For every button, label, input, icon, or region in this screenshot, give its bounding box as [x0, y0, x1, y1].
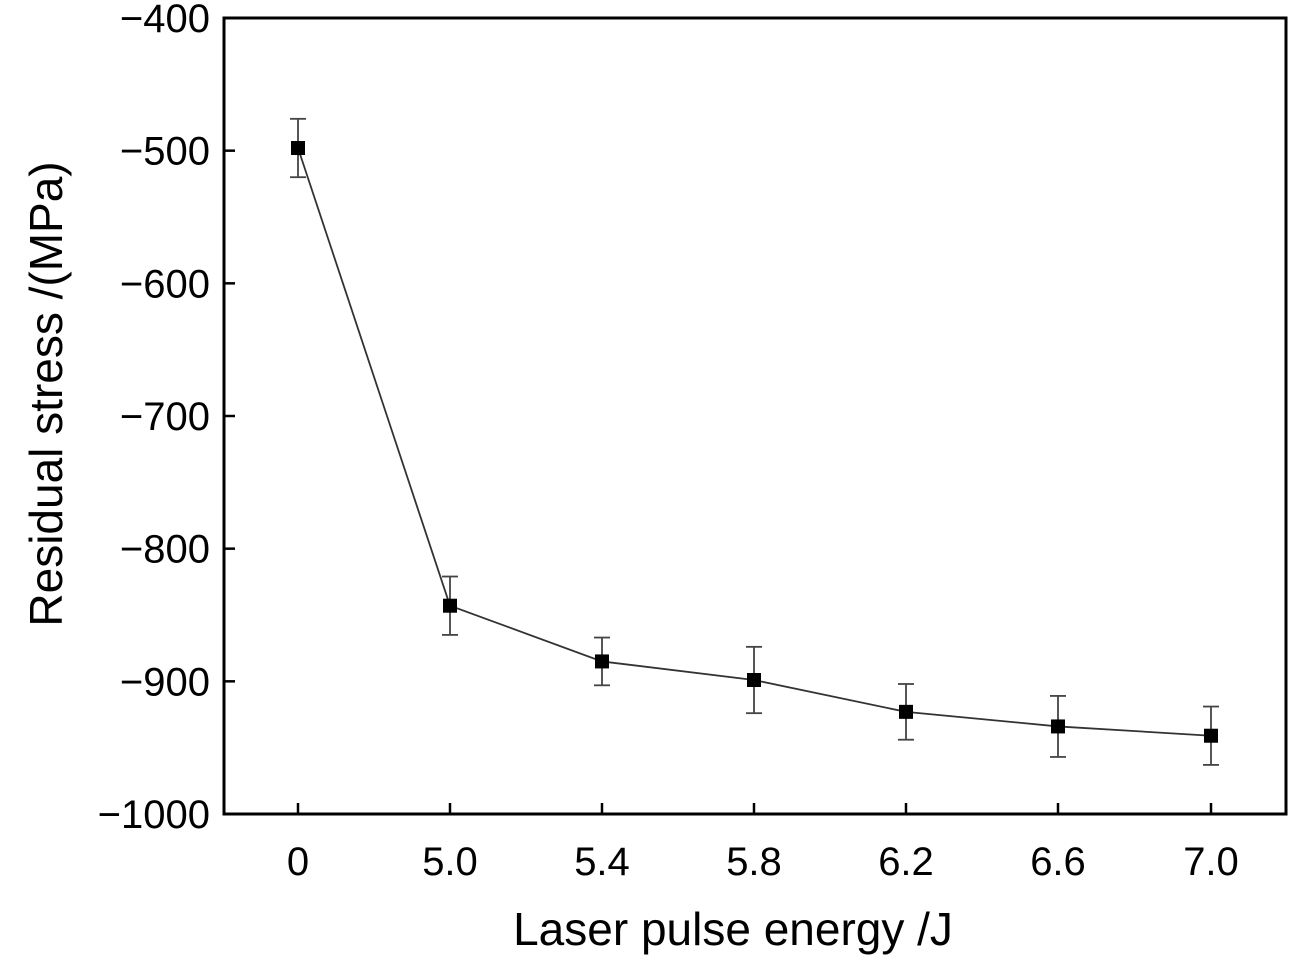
- x-axis-label: Laser pulse energy /J: [513, 903, 953, 955]
- x-tick-label: 6.6: [1030, 840, 1086, 884]
- y-tick-label: −500: [120, 130, 210, 174]
- y-axis: −400 −500 −600 −700 −800 −900 −1000: [98, 0, 235, 837]
- x-tick-label: 0: [287, 840, 309, 884]
- plot-frame: [222, 16, 1288, 816]
- data-series: [290, 117, 1219, 766]
- x-axis: 0 5.0 5.4 5.8 6.2 6.6 7.0: [287, 803, 1239, 884]
- x-tick-label: 5.4: [574, 840, 630, 884]
- data-point: [1204, 728, 1218, 743]
- x-tick-label: 7.0: [1183, 840, 1239, 884]
- x-tick-label: 6.2: [878, 840, 934, 884]
- y-tick-label: −400: [120, 0, 210, 41]
- data-point: [1051, 719, 1065, 734]
- y-tick-label: −1000: [98, 793, 210, 837]
- x-tick-label: 5.8: [726, 840, 782, 884]
- y-axis-label: Residual stress /(MPa): [20, 161, 72, 626]
- y-tick-label: −900: [120, 660, 210, 704]
- y-tick-label: −600: [120, 262, 210, 306]
- x-tick-label: 5.0: [422, 840, 478, 884]
- data-point: [595, 654, 609, 669]
- y-tick-label: −800: [120, 528, 210, 572]
- data-point: [291, 141, 305, 156]
- data-point: [747, 673, 761, 688]
- data-point: [899, 704, 913, 719]
- y-tick-label: −700: [120, 395, 210, 439]
- data-point: [443, 598, 457, 613]
